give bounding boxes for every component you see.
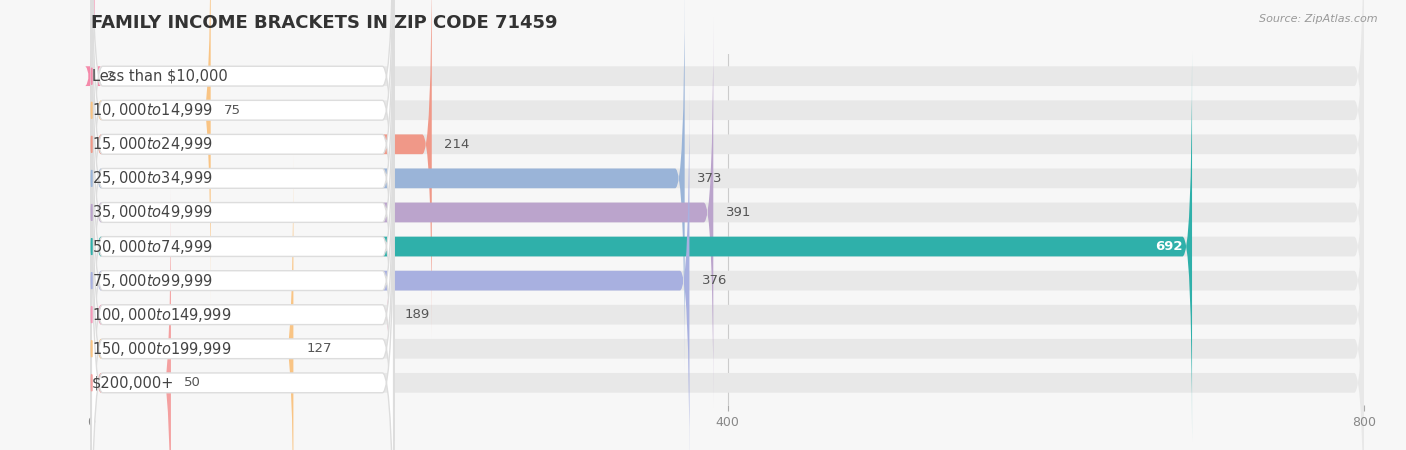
FancyBboxPatch shape <box>91 0 394 305</box>
Text: $150,000 to $199,999: $150,000 to $199,999 <box>91 340 232 358</box>
FancyBboxPatch shape <box>91 120 392 450</box>
FancyBboxPatch shape <box>91 0 432 339</box>
Text: 376: 376 <box>702 274 727 287</box>
FancyBboxPatch shape <box>91 0 394 407</box>
Text: FAMILY INCOME BRACKETS IN ZIP CODE 71459: FAMILY INCOME BRACKETS IN ZIP CODE 71459 <box>91 14 558 32</box>
FancyBboxPatch shape <box>91 0 1364 339</box>
FancyBboxPatch shape <box>91 188 1364 450</box>
FancyBboxPatch shape <box>84 0 101 271</box>
Text: 50: 50 <box>184 376 201 389</box>
Text: Source: ZipAtlas.com: Source: ZipAtlas.com <box>1260 14 1378 23</box>
Text: 391: 391 <box>725 206 751 219</box>
FancyBboxPatch shape <box>91 154 294 450</box>
FancyBboxPatch shape <box>91 154 1364 450</box>
FancyBboxPatch shape <box>91 0 394 441</box>
Text: $15,000 to $24,999: $15,000 to $24,999 <box>91 135 212 153</box>
Text: 75: 75 <box>224 104 240 117</box>
Text: 2: 2 <box>107 70 115 83</box>
Text: $10,000 to $14,999: $10,000 to $14,999 <box>91 101 212 119</box>
FancyBboxPatch shape <box>91 52 394 450</box>
Text: $35,000 to $49,999: $35,000 to $49,999 <box>91 203 212 221</box>
Text: $50,000 to $74,999: $50,000 to $74,999 <box>91 238 212 256</box>
Text: $25,000 to $34,999: $25,000 to $34,999 <box>91 169 212 187</box>
FancyBboxPatch shape <box>91 0 211 305</box>
FancyBboxPatch shape <box>91 18 394 450</box>
FancyBboxPatch shape <box>91 52 1192 441</box>
FancyBboxPatch shape <box>91 0 685 373</box>
FancyBboxPatch shape <box>91 0 1364 373</box>
FancyBboxPatch shape <box>91 0 1364 271</box>
FancyBboxPatch shape <box>91 120 394 450</box>
FancyBboxPatch shape <box>91 188 172 450</box>
Text: 189: 189 <box>405 308 430 321</box>
FancyBboxPatch shape <box>91 18 1364 407</box>
FancyBboxPatch shape <box>91 0 1364 305</box>
FancyBboxPatch shape <box>91 154 394 450</box>
FancyBboxPatch shape <box>91 18 713 407</box>
Text: Less than $10,000: Less than $10,000 <box>91 69 228 84</box>
FancyBboxPatch shape <box>91 0 394 373</box>
FancyBboxPatch shape <box>91 86 689 450</box>
FancyBboxPatch shape <box>91 86 394 450</box>
FancyBboxPatch shape <box>91 86 1364 450</box>
Text: $75,000 to $99,999: $75,000 to $99,999 <box>91 272 212 290</box>
Text: 214: 214 <box>444 138 470 151</box>
Text: 127: 127 <box>307 342 332 355</box>
FancyBboxPatch shape <box>91 52 1364 441</box>
FancyBboxPatch shape <box>91 120 1364 450</box>
Text: 692: 692 <box>1154 240 1182 253</box>
FancyBboxPatch shape <box>91 0 394 339</box>
Text: 373: 373 <box>697 172 723 185</box>
Text: $200,000+: $200,000+ <box>91 375 174 390</box>
Text: $100,000 to $149,999: $100,000 to $149,999 <box>91 306 232 324</box>
